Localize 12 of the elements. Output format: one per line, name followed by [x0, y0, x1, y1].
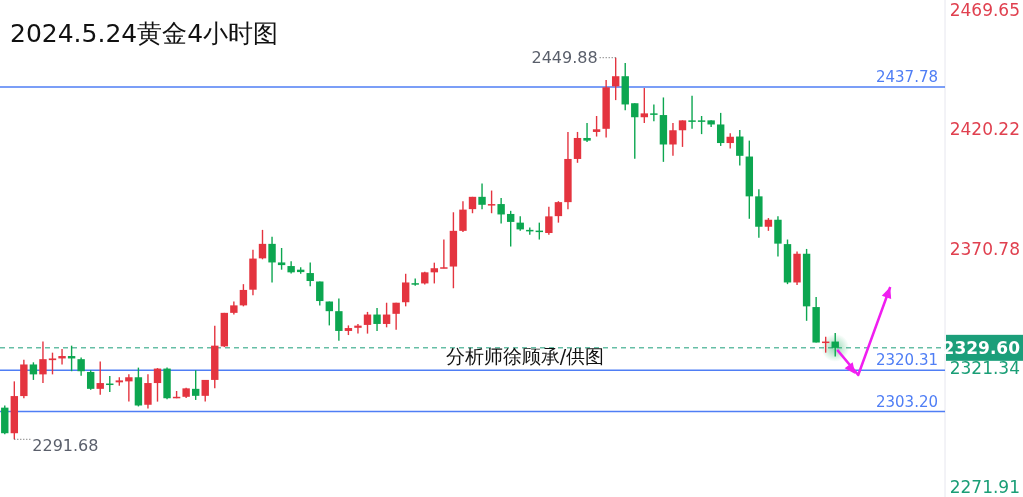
text: 2024.5.24黄金4小时图 — [10, 19, 279, 48]
annotation: 2291.68 — [32, 436, 99, 456]
y-tick-label: 2370.78 — [949, 238, 1020, 259]
ref-line-label: 2320.31 — [875, 351, 938, 370]
y-tick-label: 2420.22 — [949, 119, 1020, 140]
ref-line-label: 2303.20 — [875, 392, 938, 411]
y-tick-label: 2271.91 — [949, 476, 1020, 497]
annotation: 分析师徐顾承/供图 — [445, 345, 605, 367]
annotation: 2449.88 — [531, 47, 598, 67]
y-tick-label: 2321.34 — [949, 357, 1020, 378]
y-tick-label: 2469.65 — [949, 0, 1020, 21]
ref-line-label: 2437.78 — [875, 67, 938, 86]
